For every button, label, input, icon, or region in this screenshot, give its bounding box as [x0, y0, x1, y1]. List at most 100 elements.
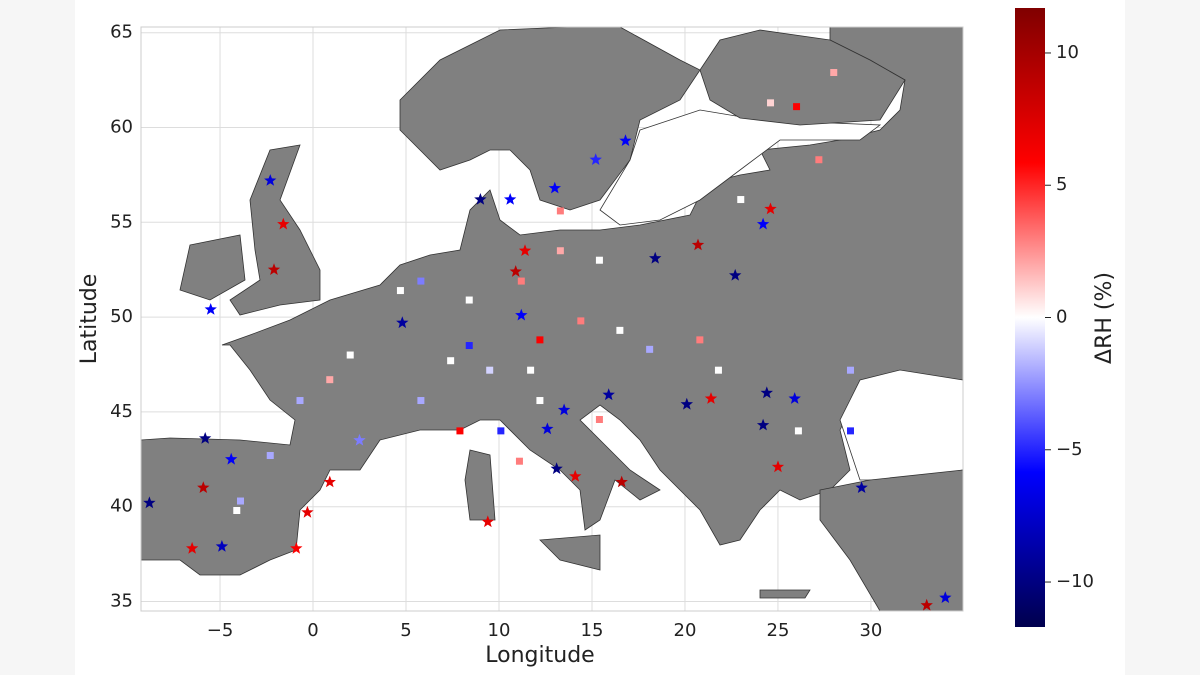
plot-frame: [140, 26, 964, 612]
station-star: [197, 481, 210, 493]
station-star: [602, 388, 615, 401]
station-square: [527, 366, 535, 374]
land-scandinavia: [399, 27, 701, 211]
station-square: [296, 397, 304, 405]
station-square: [536, 397, 544, 405]
land-crete: [759, 589, 811, 599]
station-star: [756, 418, 770, 431]
station-star: [474, 193, 487, 205]
station-star: [788, 392, 801, 404]
station-square: [517, 277, 525, 285]
y-tick-label: 35: [110, 591, 133, 612]
station-square: [815, 156, 823, 164]
colorbar-tick-label: 0: [1056, 307, 1067, 328]
station-square: [266, 452, 274, 460]
colorbar-tick-label: −10: [1056, 571, 1094, 592]
station-square: [326, 376, 334, 384]
station-star: [541, 422, 554, 435]
station-square: [385, 457, 393, 465]
station-star: [649, 251, 662, 264]
station-square: [556, 207, 564, 215]
station-square: [417, 397, 425, 405]
y-tick-label: 50: [110, 306, 133, 327]
station-star: [143, 496, 156, 509]
station-square: [556, 247, 564, 255]
station-star: [199, 432, 212, 444]
colorbar-tick-label: −5: [1056, 439, 1083, 460]
colorbar-label: ΔRH (%): [1092, 272, 1117, 364]
side-panel: [1125, 0, 1200, 675]
station-square: [595, 415, 603, 423]
land-sardinia: [464, 449, 496, 521]
x-tick-label: 5: [400, 620, 411, 641]
black-sea: [839, 369, 963, 481]
station-star: [225, 452, 238, 465]
station-star: [756, 217, 770, 230]
y-tick-label: 55: [110, 211, 133, 232]
station-square: [456, 427, 464, 435]
station-star: [760, 386, 773, 399]
station-star: [619, 134, 632, 146]
y-tick-label: 65: [110, 22, 133, 43]
map: [141, 27, 963, 611]
station-star: [704, 392, 718, 404]
land-britain: [229, 144, 321, 316]
station-star: [204, 303, 217, 315]
station-star: [301, 505, 314, 518]
station-star: [353, 433, 366, 446]
x-tick-label: −5: [207, 620, 234, 641]
land-sicily: [539, 534, 601, 571]
station-square: [465, 342, 473, 350]
station-star: [691, 238, 705, 251]
station-square: [737, 125, 745, 133]
station-square: [465, 296, 473, 304]
station-square: [714, 366, 722, 374]
station-star: [264, 174, 277, 186]
x-tick-label: 10: [488, 620, 511, 641]
y-tick-label: 40: [110, 496, 133, 517]
station-star: [920, 598, 933, 611]
station-square: [396, 287, 404, 295]
y-axis-label: Latitude: [77, 274, 102, 365]
station-star: [518, 244, 532, 256]
land-finland: [699, 29, 906, 126]
x-tick-label: 0: [307, 620, 318, 641]
station-square: [236, 497, 244, 505]
station-square: [233, 507, 241, 515]
station-square: [417, 277, 425, 285]
station-square: [497, 427, 505, 435]
station-square: [515, 457, 523, 465]
station-star: [277, 217, 290, 230]
station-square: [737, 196, 745, 204]
station-square: [793, 103, 801, 111]
station-star: [557, 403, 571, 416]
side-panel: [0, 0, 75, 675]
station-star: [481, 515, 494, 528]
station-square: [794, 427, 802, 435]
y-tick-label: 60: [110, 116, 133, 137]
x-tick-label: 30: [859, 620, 882, 641]
station-square: [767, 99, 775, 107]
station-star: [548, 181, 561, 194]
station-star: [680, 397, 693, 410]
x-tick-label: 25: [767, 620, 790, 641]
station-square: [346, 351, 354, 359]
station-star: [504, 193, 517, 205]
station-star: [550, 462, 563, 475]
land-ireland: [179, 234, 246, 301]
x-tick-label: 15: [581, 620, 604, 641]
x-tick-label: 20: [674, 620, 697, 641]
colorbar-tick-label: 10: [1056, 42, 1079, 63]
station-square: [846, 427, 854, 435]
station-star: [589, 153, 602, 165]
station-square: [696, 336, 704, 344]
station-star: [771, 460, 785, 473]
station-star: [939, 591, 952, 603]
station-star: [509, 265, 522, 277]
station-square: [536, 336, 544, 344]
station-star: [729, 268, 742, 281]
station-square: [246, 275, 254, 283]
station-star: [323, 475, 336, 488]
